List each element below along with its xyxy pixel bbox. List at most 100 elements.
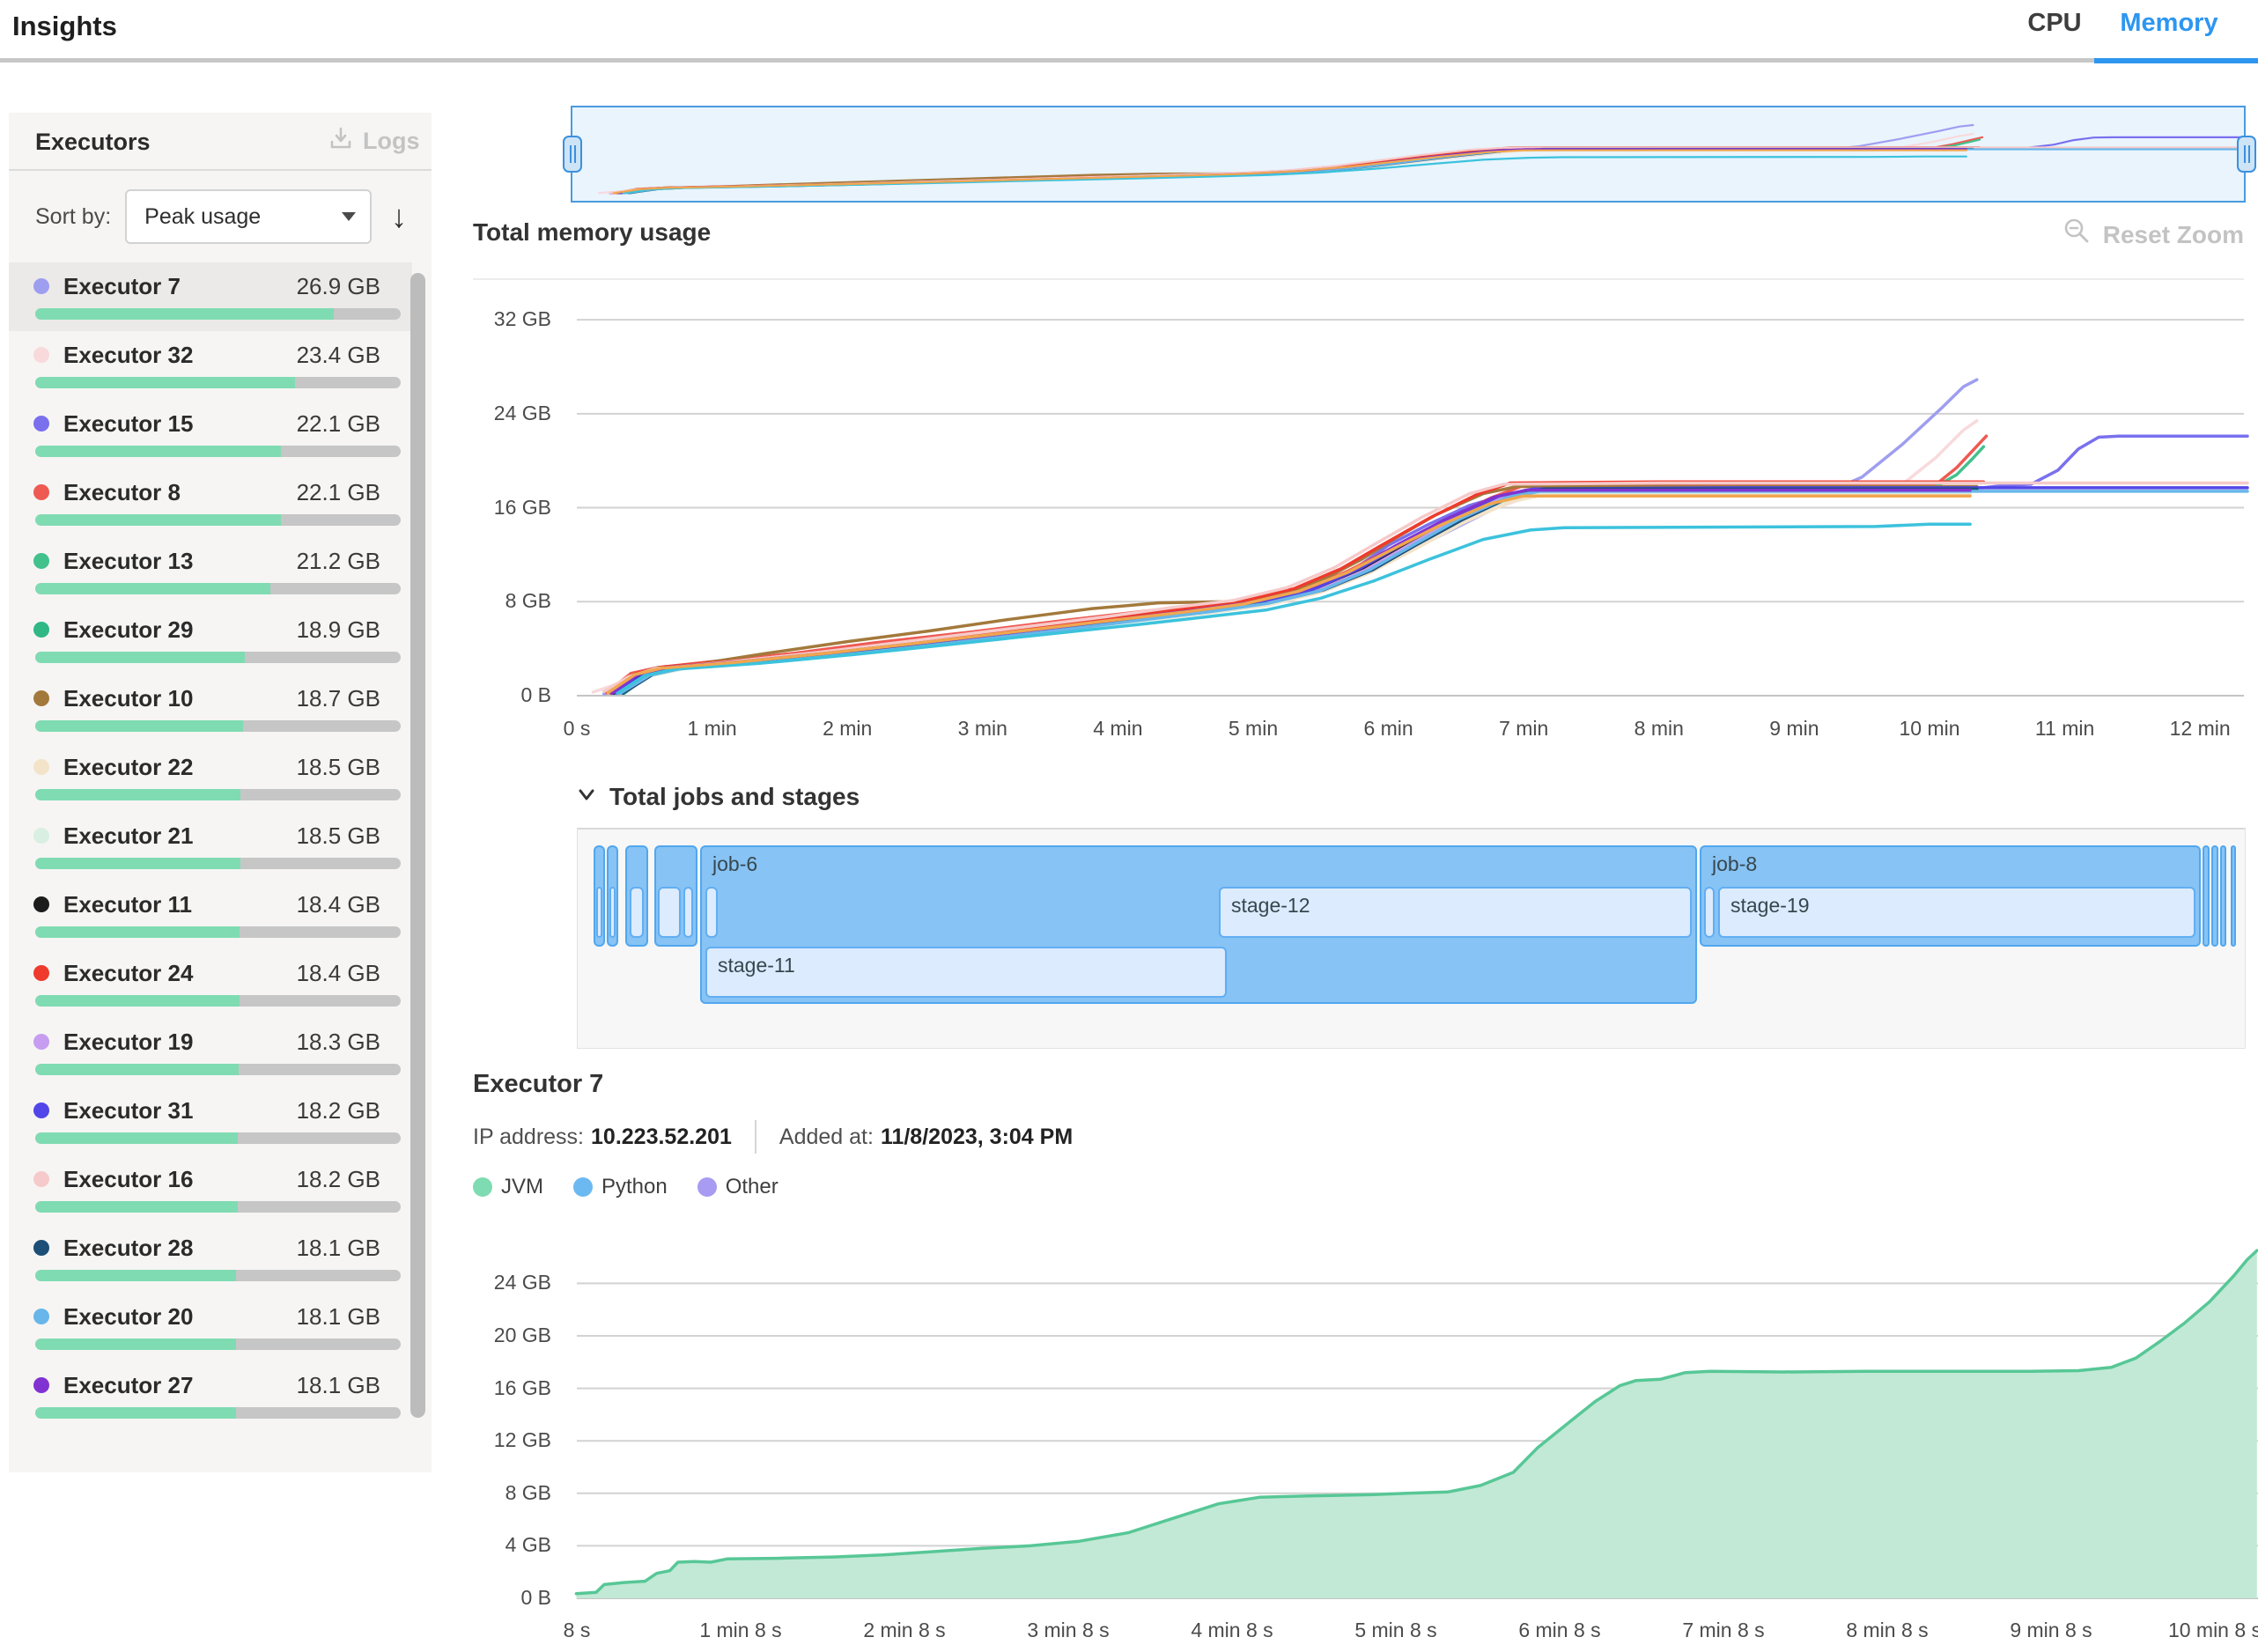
executor-peak-value: 21.2 GB (296, 548, 380, 574)
executor-list-item[interactable]: Executor 11 18.4 GB (9, 881, 412, 949)
executor-list-item[interactable]: Executor 10 18.7 GB (9, 675, 412, 743)
executor-list-item[interactable]: Executor 21 18.5 GB (9, 812, 412, 881)
legend-label: JVM (501, 1175, 543, 1198)
active-tab-underline (2094, 58, 2258, 63)
ip-address-value: 10.223.52.201 (591, 1124, 732, 1149)
executor-memory-chart (476, 1233, 2258, 1620)
y-axis-tick: 8 GB (505, 589, 551, 613)
executor-usage-fill (35, 583, 271, 594)
executor-list-item[interactable]: Executor 16 18.2 GB (9, 1155, 412, 1224)
executor-list-item[interactable]: Executor 29 18.9 GB (9, 606, 412, 675)
executor-color-dot (33, 1377, 49, 1393)
area-fill-jvm (576, 1250, 2257, 1598)
brush-handle-right[interactable] (2237, 136, 2256, 173)
sort-direction-button[interactable]: ↓ (391, 198, 408, 234)
brush-series-executor-cyan-line (622, 155, 1967, 195)
executor-peak-value: 18.9 GB (296, 616, 380, 643)
executor-usage-bar (35, 514, 401, 526)
executor-usage-fill (35, 1064, 239, 1075)
executor-usage-bar (35, 995, 401, 1007)
x-axis-tick: 8 s (563, 1619, 591, 1641)
executors-panel: Executors Logs Sort by: Peak usage ↓ Exe… (9, 113, 432, 1472)
legend-label: Python (601, 1175, 668, 1198)
sort-by-label: Sort by: (35, 203, 112, 229)
stage-bar[interactable] (683, 887, 693, 938)
executor-list-item[interactable]: Executor 13 21.2 GB (9, 537, 412, 606)
sort-select-value: Peak usage (144, 203, 262, 229)
executor-usage-fill (35, 1339, 237, 1350)
x-axis-tick: 6 min 8 s (1518, 1619, 1601, 1641)
stage-bar-stage-19[interactable]: stage-19 (1718, 887, 2195, 938)
legend-item-other: Other (697, 1175, 778, 1199)
reset-zoom-button[interactable]: Reset Zoom (2008, 217, 2244, 253)
executor-name: Executor 31 (63, 1097, 194, 1124)
y-axis-tick: 32 GB (493, 307, 551, 331)
tab-memory[interactable]: Memory (2120, 9, 2218, 37)
logs-button[interactable]: Logs (328, 125, 420, 158)
stage-bar-stage-11[interactable]: stage-11 (705, 947, 1227, 998)
stage-bar[interactable] (658, 887, 681, 938)
executor-list-item[interactable]: Executor 7 26.9 GB (9, 262, 412, 331)
job-bar[interactable] (2231, 845, 2236, 947)
x-axis-tick: 6 min (1363, 717, 1413, 740)
executor-list-item[interactable]: Executor 20 18.1 GB (9, 1293, 412, 1361)
chart-section-divider (473, 278, 2244, 280)
x-axis-tick: 9 min 8 s (2010, 1619, 2092, 1641)
x-axis-tick: 1 min 8 s (699, 1619, 782, 1641)
time-range-brush[interactable] (571, 106, 2246, 203)
executor-list-item[interactable]: Executor 22 18.5 GB (9, 743, 412, 812)
x-axis-tick: 7 min (1499, 717, 1549, 740)
executor-color-dot (33, 1309, 49, 1324)
stage-bar-stage-12[interactable]: stage-12 (1219, 887, 1692, 938)
executor-peak-value: 18.4 GB (296, 891, 380, 918)
executor-usage-bar (35, 583, 401, 594)
stage-label: stage-11 (718, 954, 795, 977)
executor-list-item[interactable]: Executor 24 18.4 GB (9, 949, 412, 1018)
job-bar[interactable] (2203, 845, 2210, 947)
zoom-out-icon (2062, 217, 2092, 253)
logs-button-label: Logs (363, 128, 420, 154)
executor-list-scrollbar[interactable] (410, 273, 425, 1418)
executor-peak-value: 18.2 GB (296, 1097, 380, 1124)
job-bar[interactable] (2220, 845, 2226, 947)
executor-name: Executor 16 (63, 1166, 194, 1192)
job-bar[interactable] (2211, 845, 2218, 947)
executor-usage-fill (35, 1407, 237, 1419)
added-at-value: 11/8/2023, 3:04 PM (880, 1124, 1074, 1149)
executor-color-dot (33, 622, 49, 638)
executor-list-item[interactable]: Executor 27 18.1 GB (9, 1361, 412, 1430)
y-axis-tick: 16 GB (493, 1375, 551, 1399)
executor-peak-value: 18.5 GB (296, 754, 380, 780)
executor-color-dot (33, 759, 49, 775)
executor-usage-bar (35, 308, 401, 320)
memory-line-executor-orange-line (606, 494, 1972, 695)
main-chart-title: Total memory usage (473, 218, 712, 246)
tab-cpu[interactable]: CPU (2027, 9, 2082, 37)
executor-list-item[interactable]: Executor 28 18.1 GB (9, 1224, 412, 1293)
jobs-section-header[interactable]: Total jobs and stages (574, 782, 860, 811)
brush-handle-left[interactable] (563, 136, 582, 173)
executor-list-item[interactable]: Executor 31 18.2 GB (9, 1087, 412, 1155)
y-axis-tick: 24 GB (493, 401, 551, 424)
executor-name: Executor 10 (63, 685, 194, 712)
sort-select[interactable]: Peak usage (125, 189, 373, 244)
stage-bar[interactable] (609, 887, 616, 938)
area-line-jvm (574, 1249, 2258, 1596)
executor-list-item[interactable]: Executor 15 22.1 GB (9, 400, 412, 468)
stage-bar[interactable] (596, 887, 602, 938)
stage-bar[interactable] (705, 887, 718, 938)
x-axis-tick: 3 min (957, 717, 1007, 740)
reset-zoom-label: Reset Zoom (2102, 220, 2244, 248)
header-divider (0, 58, 2094, 63)
stage-bar[interactable] (630, 887, 644, 938)
executor-usage-fill (35, 789, 241, 800)
stage-bar[interactable] (1704, 887, 1715, 938)
executor-name: Executor 28 (63, 1235, 194, 1261)
chevron-down-icon (342, 212, 357, 221)
memory-line-executor-16 (601, 481, 2249, 694)
executor-list-item[interactable]: Executor 8 22.1 GB (9, 468, 412, 537)
legend-item-python: Python (573, 1175, 668, 1199)
executor-list-item[interactable]: Executor 32 23.4 GB (9, 331, 412, 400)
executor-name: Executor 20 (63, 1303, 194, 1330)
executor-list-item[interactable]: Executor 19 18.3 GB (9, 1018, 412, 1087)
